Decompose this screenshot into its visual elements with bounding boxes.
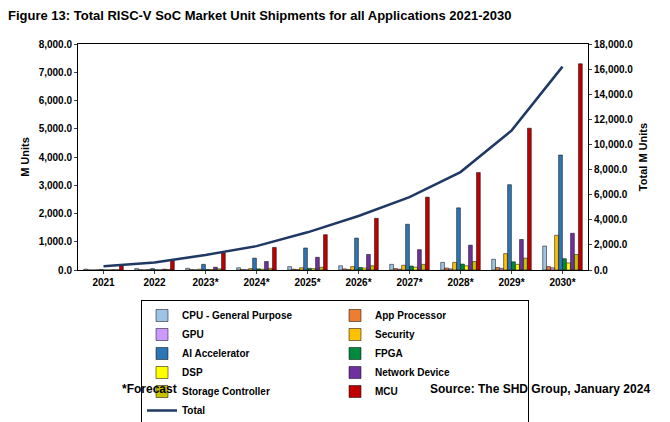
- svg-text:8,000.0: 8,000.0: [594, 164, 628, 175]
- svg-text:7,000.0: 7,000.0: [39, 67, 73, 78]
- svg-text:2030*: 2030*: [549, 277, 575, 288]
- svg-text:DSP: DSP: [182, 367, 203, 378]
- svg-text:2026*: 2026*: [345, 277, 371, 288]
- svg-text:2022: 2022: [143, 277, 166, 288]
- svg-text:*Forecast: *Forecast: [122, 382, 177, 396]
- svg-text:FPGA: FPGA: [375, 348, 403, 359]
- svg-text:2025*: 2025*: [294, 277, 320, 288]
- svg-text:2024*: 2024*: [243, 277, 269, 288]
- svg-text:Total: Total: [182, 405, 205, 416]
- svg-text:6,000.0: 6,000.0: [594, 189, 628, 200]
- svg-text:Storage Controller: Storage Controller: [182, 386, 270, 397]
- svg-text:0.0: 0.0: [594, 265, 608, 276]
- svg-text:2027*: 2027*: [396, 277, 422, 288]
- svg-text:0.0: 0.0: [58, 265, 72, 276]
- svg-text:Security: Security: [375, 329, 415, 340]
- svg-text:10,000.0: 10,000.0: [594, 139, 633, 150]
- svg-text:1,000.0: 1,000.0: [39, 236, 73, 247]
- svg-text:16,000.0: 16,000.0: [594, 64, 633, 75]
- svg-text:App Processor: App Processor: [375, 310, 446, 321]
- svg-text:4,000.0: 4,000.0: [594, 214, 628, 225]
- svg-text:4,000.0: 4,000.0: [39, 152, 73, 163]
- svg-text:8,000.0: 8,000.0: [39, 39, 73, 50]
- svg-text:CPU - General Purpose: CPU - General Purpose: [182, 310, 292, 321]
- svg-text:Figure 13: Total RISC-V SoC Ma: Figure 13: Total RISC-V SoC Market Unit …: [8, 8, 512, 23]
- svg-text:Source: The SHD Group, January: Source: The SHD Group, January 2024: [430, 382, 650, 396]
- svg-text:18,000.0: 18,000.0: [594, 39, 633, 50]
- svg-text:2023*: 2023*: [192, 277, 218, 288]
- svg-text:3,000.0: 3,000.0: [39, 180, 73, 191]
- svg-text:14,000.0: 14,000.0: [594, 89, 633, 100]
- svg-text:AI Accelerator: AI Accelerator: [182, 348, 250, 359]
- svg-text:2021: 2021: [92, 277, 115, 288]
- svg-text:12,000.0: 12,000.0: [594, 114, 633, 125]
- svg-text:2,000.0: 2,000.0: [594, 239, 628, 250]
- svg-text:GPU: GPU: [182, 329, 204, 340]
- svg-text:2,000.0: 2,000.0: [39, 208, 73, 219]
- svg-text:6,000.0: 6,000.0: [39, 95, 73, 106]
- svg-text:2028*: 2028*: [447, 277, 473, 288]
- svg-text:2029*: 2029*: [498, 277, 524, 288]
- svg-text:Network Device: Network Device: [375, 367, 450, 378]
- svg-text:MCU: MCU: [375, 386, 398, 397]
- svg-text:M Units: M Units: [19, 137, 31, 177]
- svg-text:5,000.0: 5,000.0: [39, 123, 73, 134]
- svg-text:Total M Units: Total M Units: [637, 123, 649, 191]
